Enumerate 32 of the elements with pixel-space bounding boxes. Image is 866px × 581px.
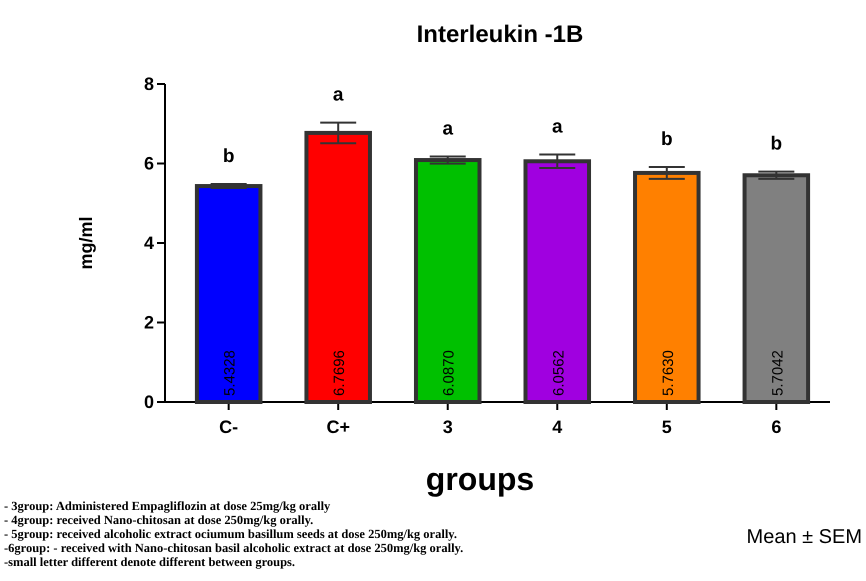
x-tick-label: 3 — [442, 416, 453, 437]
annotation: a — [552, 116, 563, 138]
text: -small letter different denote different between groups. — [4, 555, 296, 569]
data-label: 5.7630 — [660, 350, 677, 396]
y-axis-title: mg/ml — [76, 216, 96, 270]
x-tick-label: C+ — [326, 416, 350, 437]
text: - 5group: received alcoholic extract ociumum basillum seeds at dose 250mg/kg orally. — [4, 527, 457, 541]
text: - 4group: received Nano-chitosan at dose 250mg/kg orally. — [4, 513, 314, 527]
x-tick-label: 5 — [662, 416, 672, 437]
data-label: 6.0870 — [440, 350, 458, 396]
text: - 3group: Administered Empagliflozin at dose 25mg/kg orally — [4, 499, 332, 513]
x-axis-title: groups — [426, 461, 534, 497]
annotation: b — [222, 146, 234, 168]
x-tick-label: 6 — [771, 416, 782, 437]
annotation: b — [660, 128, 673, 150]
annotation: b — [770, 134, 782, 155]
y-tick-label: 0 — [144, 392, 154, 412]
annotation: a — [442, 118, 454, 140]
chart-title: Interleukin -1B — [416, 21, 584, 48]
data-label: 6.0562 — [550, 350, 568, 396]
annotation: a — [332, 84, 344, 106]
x-tick-label: C- — [219, 416, 238, 437]
y-tick-label: 8 — [144, 74, 154, 94]
y-tick-label: 4 — [144, 232, 154, 253]
x-tick-label: 4 — [552, 416, 562, 437]
data-label: 6.7696 — [331, 350, 348, 396]
text: -6group: - received with Nano-chitosan basil alcoholic extract at dose 250mg/kg orally. — [4, 541, 464, 555]
y-tick-label: 2 — [144, 312, 154, 332]
data-label: 5.7042 — [769, 350, 786, 396]
data-label: 5.4328 — [222, 350, 239, 396]
y-tick-label: 6 — [144, 153, 154, 174]
text: Mean ± SEM — [746, 526, 862, 548]
